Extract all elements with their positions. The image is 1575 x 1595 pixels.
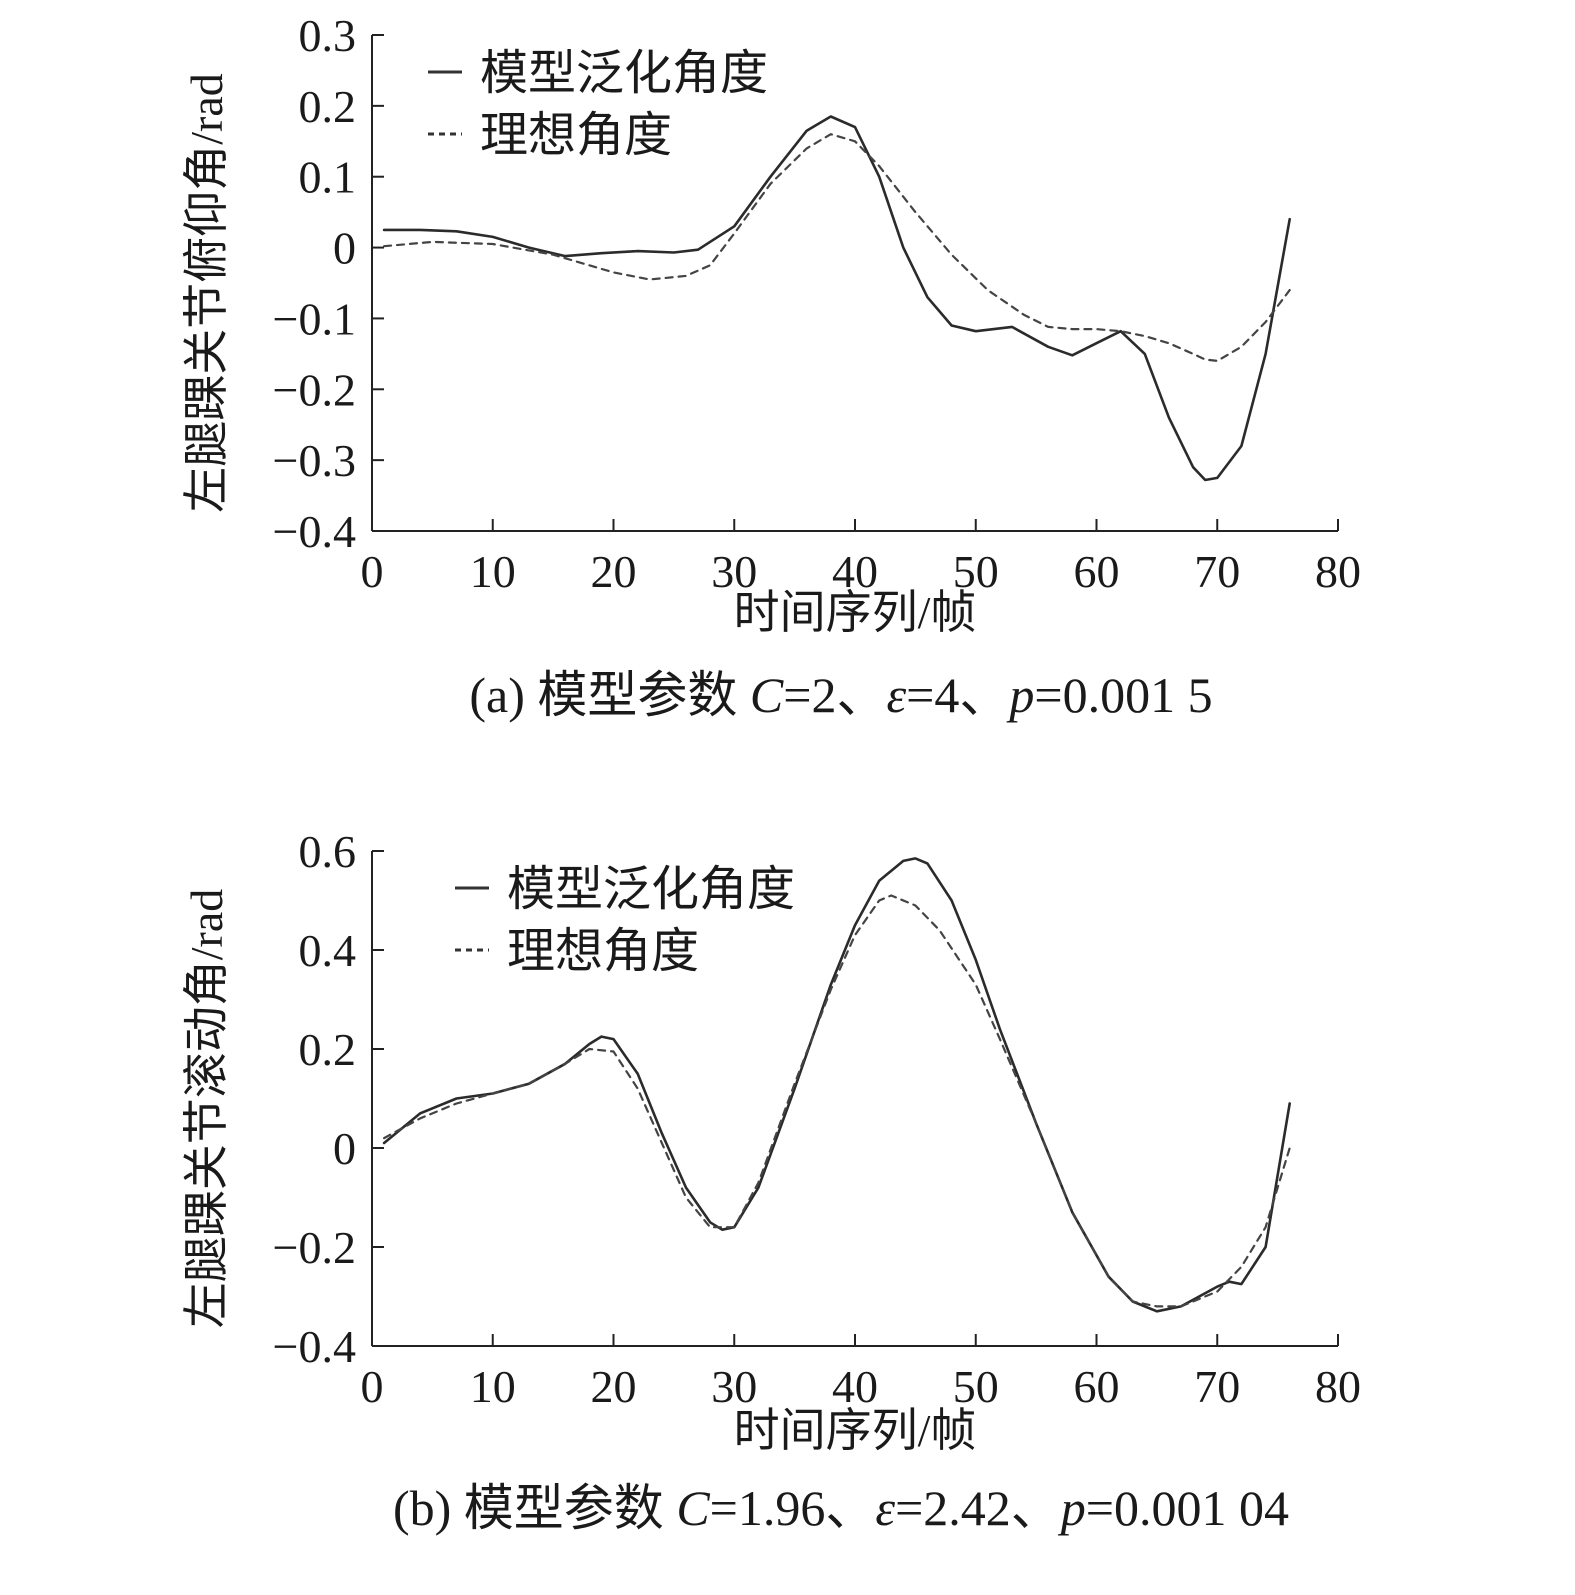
x-tick-label: 70 xyxy=(1194,546,1240,597)
y-tick-label: 0.2 xyxy=(299,81,357,132)
x-tick-label: 50 xyxy=(953,1361,999,1412)
caption-param-value: =2 xyxy=(783,667,836,723)
x-tick-label: 60 xyxy=(1074,546,1120,597)
y-tick-label: −0.4 xyxy=(273,1321,356,1372)
series-line-ideal-angle xyxy=(383,894,1291,1308)
caption-separator: 、 xyxy=(959,667,1009,723)
x-tick-label: 20 xyxy=(591,1361,637,1412)
legend-label: 模型泛化角度 xyxy=(507,863,795,916)
caption-separator: 、 xyxy=(1011,1480,1061,1536)
caption-prefix: (b) 模型参数 xyxy=(393,1480,676,1536)
y-tick-label: 0.2 xyxy=(299,1024,357,1075)
legend-label: 模型泛化角度 xyxy=(480,47,768,100)
y-tick-label: 0.3 xyxy=(299,10,357,61)
y-tick-label: −0.1 xyxy=(273,293,356,344)
x-tick-label: 10 xyxy=(470,546,516,597)
x-tick-label: 60 xyxy=(1074,1361,1120,1412)
caption-param-value: =1.96 xyxy=(710,1480,826,1536)
series-line-model-angle xyxy=(382,115,1291,482)
x-tick-label: 0 xyxy=(361,1361,384,1412)
x-tick-label: 30 xyxy=(711,546,757,597)
x-tick-label: 10 xyxy=(470,1361,516,1412)
legend-label: 理想角度 xyxy=(507,925,699,978)
caption-param-symbol: C xyxy=(750,667,784,723)
x-tick-label: 20 xyxy=(591,546,637,597)
caption-param-value: =4 xyxy=(906,667,959,723)
caption-separator: 、 xyxy=(836,667,886,723)
caption-prefix: (a) 模型参数 xyxy=(469,667,750,723)
caption-separator: 、 xyxy=(825,1480,875,1536)
x-axis-label: 时间序列/帧 xyxy=(734,587,977,638)
y-axis-label: 左腿踝关节滚动角/rad xyxy=(181,889,232,1329)
x-tick-label: 70 xyxy=(1194,1361,1240,1412)
y-tick-label: −0.2 xyxy=(273,1222,356,1273)
series-line-model-angle xyxy=(382,857,1291,1313)
x-tick-label: 40 xyxy=(832,546,878,597)
y-tick-label: −0.4 xyxy=(273,506,356,557)
chart-panel-a: 0.30.20.10−0.1−0.2−0.3−0.40 10 20 30 40 50 60 7… xyxy=(181,10,1361,723)
caption-param-symbol: ε xyxy=(886,667,906,723)
caption-param-symbol: p xyxy=(1006,667,1034,723)
chart-panel-b: 0.60.40.20−0.2−0.40 10 20 30 40 50 60 70 80时间序列/… xyxy=(181,826,1361,1536)
x-tick-label: 40 xyxy=(832,1361,878,1412)
caption-param-value: =0.001 04 xyxy=(1086,1480,1289,1536)
series-line-ideal-angle xyxy=(383,133,1291,362)
y-tick-label: 0 xyxy=(333,1123,356,1174)
y-axis-label: 左腿踝关节俯仰角/rad xyxy=(181,73,232,513)
y-tick-label: −0.2 xyxy=(273,364,356,415)
y-tick-label: 0 xyxy=(333,223,356,274)
x-tick-label: 80 xyxy=(1315,546,1361,597)
x-tick-label: 30 xyxy=(711,1361,757,1412)
caption-param-value: =2.42 xyxy=(895,1480,1011,1536)
x-tick-label: 50 xyxy=(953,546,999,597)
caption-param-symbol: ε xyxy=(875,1480,895,1536)
caption-param-value: =0.001 5 xyxy=(1034,667,1212,723)
figure-caption: (b) 模型参数 C=1.96、ε=2.42、p=0.001 04 xyxy=(393,1480,1289,1536)
legend-label: 理想角度 xyxy=(480,109,672,162)
caption-param-symbol: p xyxy=(1058,1480,1086,1536)
x-tick-label: 0 xyxy=(361,546,384,597)
y-tick-label: 0.1 xyxy=(299,152,357,203)
figure-caption: (a) 模型参数 C=2、ε=4、p=0.001 5 xyxy=(469,667,1212,723)
x-tick-label: 80 xyxy=(1315,1361,1361,1412)
y-tick-label: 0.6 xyxy=(299,826,357,877)
x-axis-label: 时间序列/帧 xyxy=(734,1405,977,1456)
caption-param-symbol: C xyxy=(676,1480,710,1536)
y-tick-label: 0.4 xyxy=(299,925,357,976)
y-tick-label: −0.3 xyxy=(273,435,356,486)
